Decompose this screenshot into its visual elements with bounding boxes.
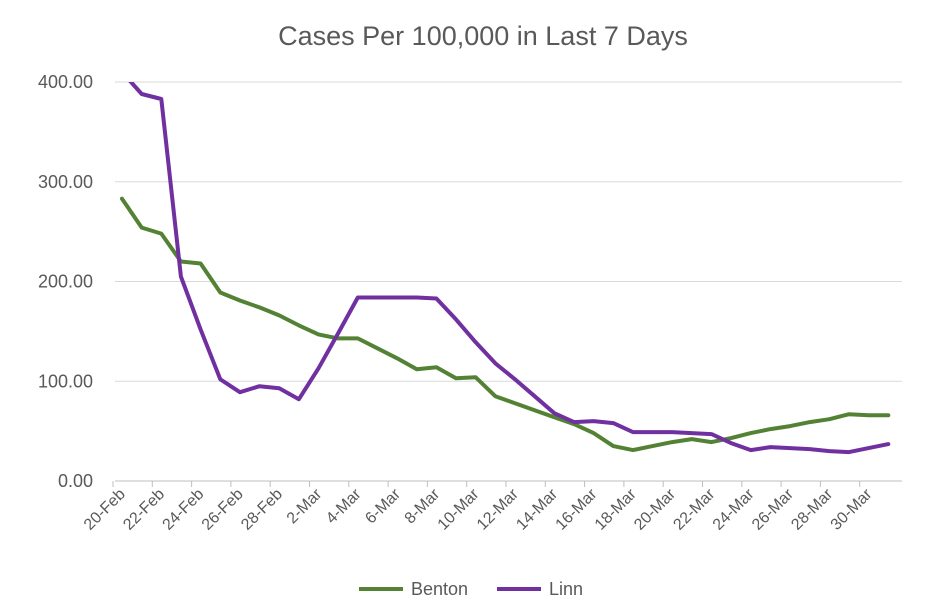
x-tick-label: 14-Mar [513, 485, 561, 533]
x-tick-label: 10-Mar [435, 485, 483, 533]
x-tick-label: 24-Mar [710, 485, 758, 533]
x-tick-label: 26-Feb [199, 486, 247, 534]
x-tick-label: 30-Mar [828, 485, 876, 533]
series-line-benton [120, 196, 891, 453]
y-tick-label: 200.00 [38, 272, 93, 292]
x-tick-label: 4-Mar [323, 485, 365, 527]
y-tick-label: 0.00 [58, 471, 93, 491]
x-tick-label: 20-Feb [81, 486, 129, 534]
x-tick-label: 2-Mar [284, 485, 326, 527]
x-axis [112, 480, 902, 487]
legend-label-benton: Benton [411, 579, 468, 599]
legend: Benton Linn [359, 579, 583, 599]
x-axis-tick-labels: 20-Feb22-Feb24-Feb26-Feb28-Feb2-Mar4-Mar… [81, 485, 876, 533]
series-lines [120, 82, 891, 455]
x-tick-label: 28-Feb [238, 486, 286, 534]
x-tick-label: 28-Mar [788, 485, 836, 533]
x-tick-label: 6-Mar [362, 485, 404, 527]
legend-label-linn: Linn [549, 579, 583, 599]
x-tick-label: 18-Mar [592, 485, 640, 533]
y-tick-label: 300.00 [38, 172, 93, 192]
x-tick-label: 22-Mar [670, 485, 718, 533]
x-tick-label: 20-Mar [631, 485, 679, 533]
y-tick-label: 400.00 [38, 72, 93, 92]
gridlines [115, 81, 902, 382]
x-tick-label: 12-Mar [474, 485, 522, 533]
x-tick-label: 22-Feb [120, 486, 168, 534]
chart-title: Cases Per 100,000 in Last 7 Days [278, 21, 688, 51]
y-tick-label: 100.00 [38, 371, 93, 391]
x-tick-label: 16-Mar [553, 485, 601, 533]
x-tick-label: 26-Mar [749, 485, 797, 533]
y-axis-tick-labels: 0.00 100.00 200.00 300.00 400.00 [38, 72, 93, 491]
series-line-linn [128, 82, 891, 455]
x-tick-label: 24-Feb [160, 486, 208, 534]
